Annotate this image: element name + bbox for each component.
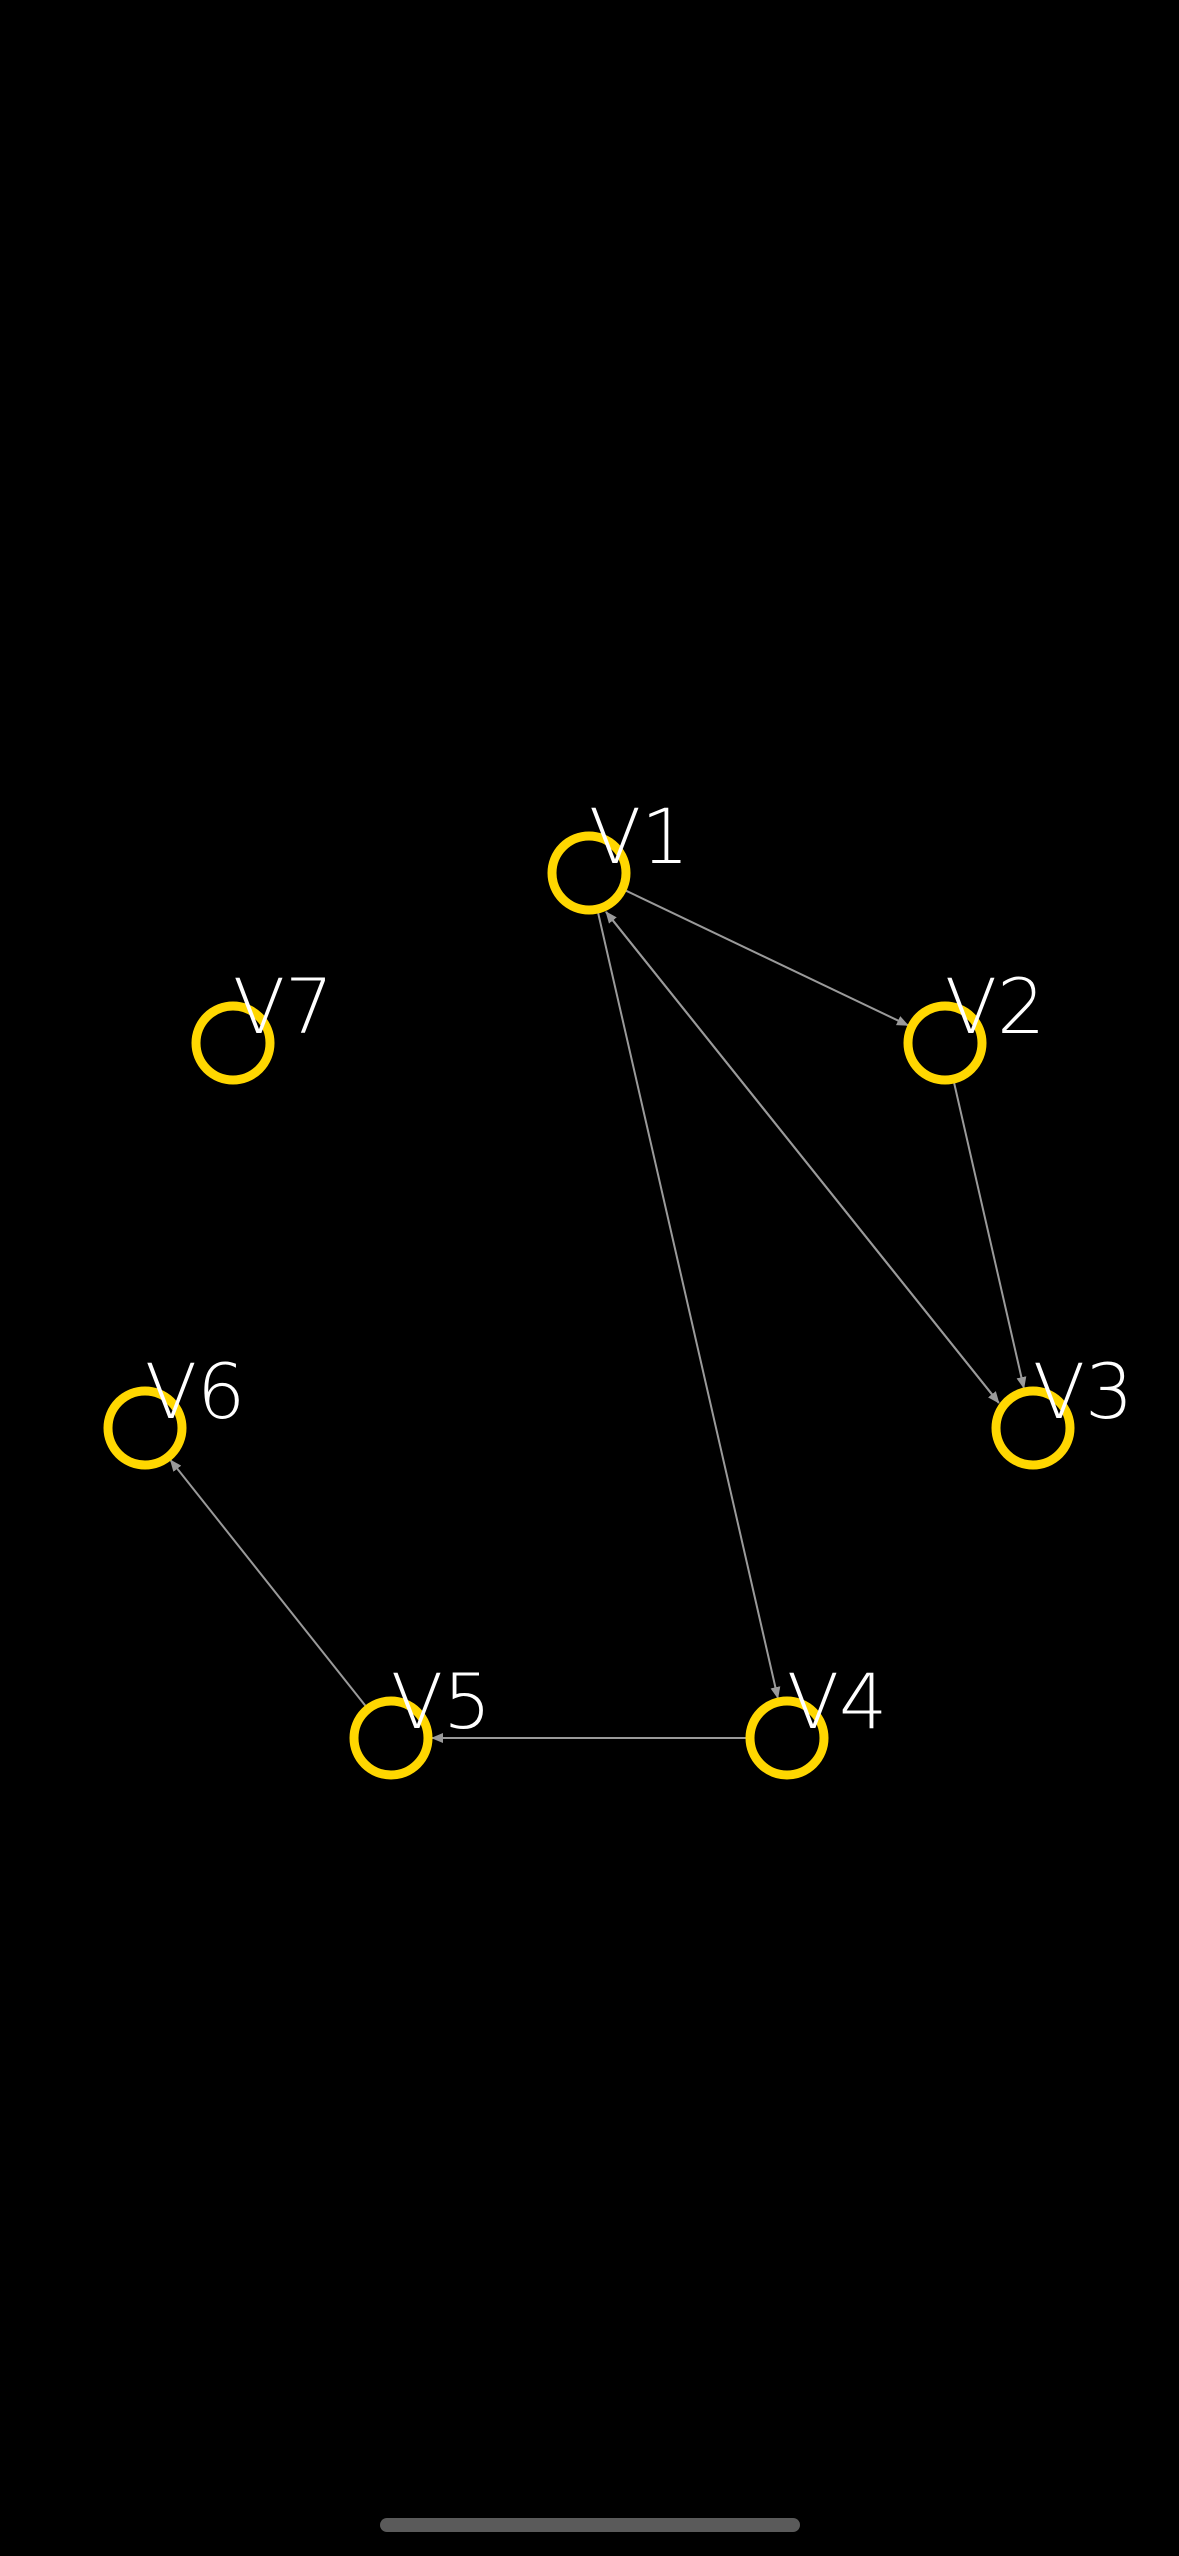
node-v3[interactable]: V3 [991, 1347, 1133, 1470]
edges-layer [169, 889, 1027, 1743]
node-label: V6 [145, 1347, 245, 1436]
node-v6[interactable]: V6 [103, 1347, 245, 1470]
node-v5[interactable]: V5 [349, 1657, 491, 1780]
node-label: V5 [391, 1657, 491, 1746]
node-circle[interactable] [349, 1696, 433, 1780]
nodes-layer: V1 V2 V3 V4 V5 V6 V7 [103, 792, 1133, 1780]
edge-v2-v3 [953, 1082, 1027, 1390]
node-v4[interactable]: V4 [745, 1657, 887, 1780]
node-circle[interactable] [745, 1696, 829, 1780]
node-circle[interactable] [547, 831, 631, 915]
node-circle[interactable] [191, 1001, 275, 1085]
node-circle[interactable] [103, 1386, 187, 1470]
edge-v5-v6 [169, 1459, 367, 1707]
node-label: V7 [233, 962, 333, 1051]
node-v2[interactable]: V2 [903, 962, 1045, 1085]
node-circle[interactable] [903, 1001, 987, 1085]
edge-v1-v4 [597, 912, 781, 1700]
node-label: V4 [787, 1657, 887, 1746]
node-circle[interactable] [991, 1386, 1075, 1470]
edge-v3-v1 [605, 911, 1000, 1404]
node-label: V2 [945, 962, 1045, 1051]
node-v7[interactable]: V7 [191, 962, 333, 1085]
edge-v1-v2 [625, 889, 909, 1027]
node-v1[interactable]: V1 [547, 792, 689, 915]
home-indicator[interactable] [380, 2518, 800, 2532]
node-label: V1 [589, 792, 689, 881]
node-label: V3 [1033, 1347, 1133, 1436]
